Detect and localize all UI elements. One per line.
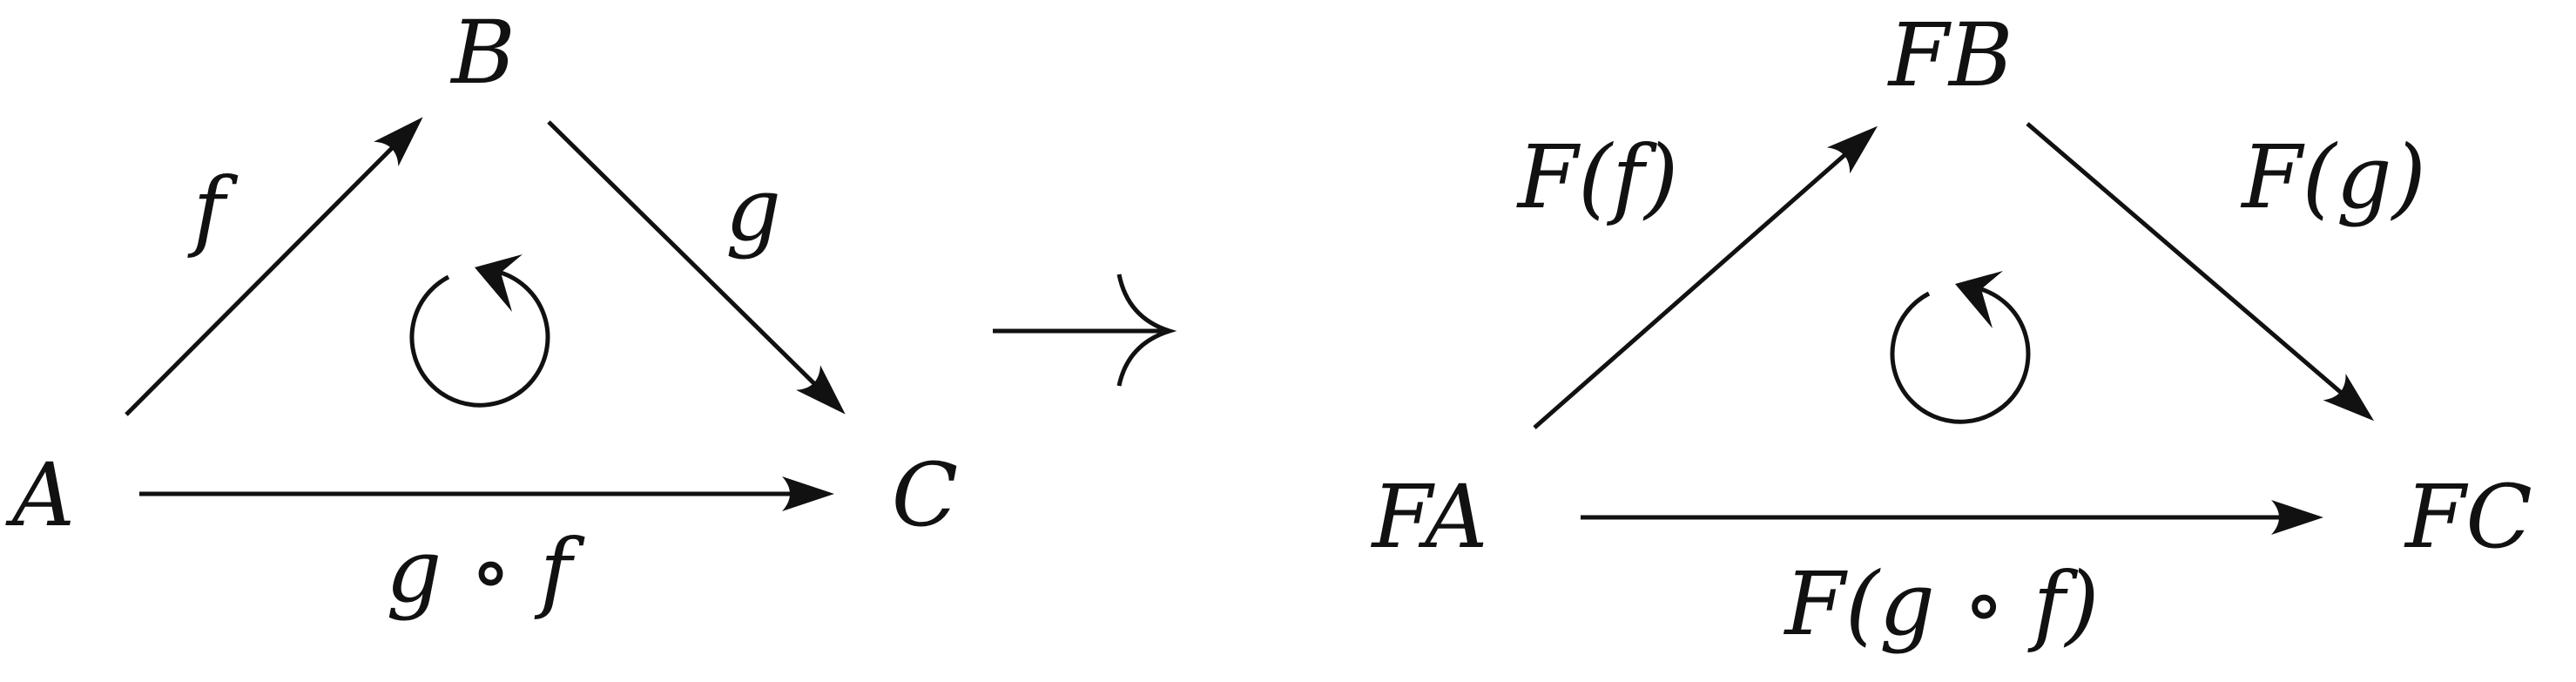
arrow-fg bbox=[2026, 122, 2375, 422]
object-fb-label: FB bbox=[1887, 4, 2013, 106]
counterclockwise-circle-arrow-icon bbox=[409, 254, 550, 408]
object-c-label: C bbox=[892, 444, 959, 546]
morphism-f-label: f bbox=[186, 159, 238, 260]
morphism-g-compose-f-label: g ∘ f bbox=[386, 520, 585, 622]
long-right-arrow-icon bbox=[993, 273, 1177, 387]
morphism-g-label: g bbox=[725, 159, 781, 260]
object-a-label: A bbox=[5, 444, 75, 546]
arrow-ff bbox=[1533, 125, 1878, 429]
object-fc-label: FC bbox=[2404, 466, 2532, 568]
morphism-ff-label: F(f) bbox=[1516, 126, 1678, 228]
right-diagram: FA FB FC F(f) F(g) F(g ∘ f) bbox=[1371, 4, 2532, 655]
object-b-label: B bbox=[449, 2, 516, 104]
morphism-f-g-compose-f-label: F(g ∘ f) bbox=[1783, 553, 2099, 655]
counterclockwise-circle-arrow-icon bbox=[1890, 271, 2031, 424]
left-diagram: A B C f g g ∘ f bbox=[5, 2, 958, 622]
arrow-g bbox=[547, 120, 846, 415]
object-fa-label: FA bbox=[1371, 466, 1488, 568]
morphism-fg-label: F(g) bbox=[2240, 126, 2425, 228]
arrow-f bbox=[125, 117, 423, 416]
